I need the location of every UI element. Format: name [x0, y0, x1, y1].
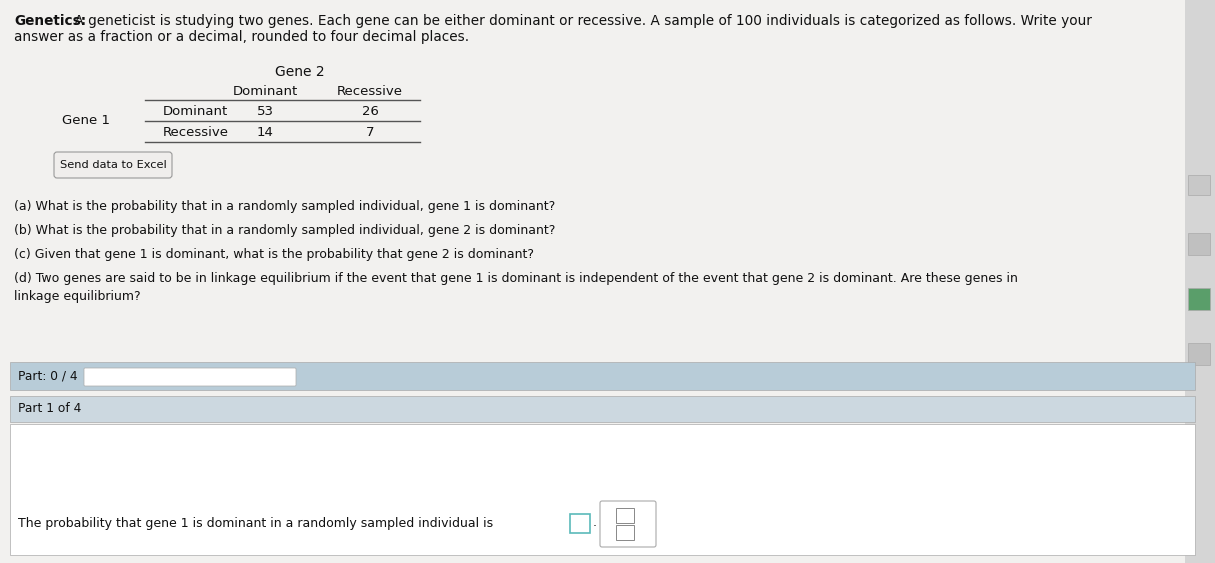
Bar: [1188, 288, 1210, 310]
Text: (d) Two genes are said to be in linkage equilibrium if the event that gene 1 is : (d) Two genes are said to be in linkage …: [15, 272, 1018, 285]
Bar: [1188, 233, 1210, 255]
Text: (b) What is the probability that in a randomly sampled individual, gene 2 is dom: (b) What is the probability that in a ra…: [15, 224, 555, 237]
Text: 7: 7: [366, 126, 374, 139]
Bar: [10, 362, 1196, 390]
Text: answer as a fraction or a decimal, rounded to four decimal places.: answer as a fraction or a decimal, round…: [15, 30, 469, 44]
Text: Genetics:: Genetics:: [15, 14, 86, 28]
Text: .: .: [593, 516, 597, 529]
Text: (c) Given that gene 1 is dominant, what is the probability that gene 2 is domina: (c) Given that gene 1 is dominant, what …: [15, 248, 535, 261]
Text: Recessive: Recessive: [337, 85, 403, 98]
Text: Dominant: Dominant: [232, 85, 298, 98]
FancyBboxPatch shape: [53, 152, 173, 178]
Text: 26: 26: [362, 105, 378, 118]
Text: Gene 1: Gene 1: [62, 114, 111, 127]
Text: Recessive: Recessive: [163, 126, 228, 139]
Text: 53: 53: [256, 105, 273, 118]
Bar: [10, 396, 1196, 422]
Bar: [10, 424, 1196, 555]
Text: (a) What is the probability that in a randomly sampled individual, gene 1 is dom: (a) What is the probability that in a ra…: [15, 200, 555, 213]
Bar: [616, 525, 634, 540]
Bar: [1188, 343, 1210, 365]
Bar: [1188, 175, 1210, 195]
FancyBboxPatch shape: [84, 368, 296, 386]
Text: Send data to Excel: Send data to Excel: [60, 160, 166, 170]
Bar: [616, 508, 634, 523]
Text: A geneticist is studying two genes. Each gene can be either dominant or recessiv: A geneticist is studying two genes. Each…: [70, 14, 1092, 28]
Text: Dominant: Dominant: [163, 105, 228, 118]
Text: linkage equilibrium?: linkage equilibrium?: [15, 290, 141, 303]
FancyBboxPatch shape: [600, 501, 656, 547]
Text: The probability that gene 1 is dominant in a randomly sampled individual is: The probability that gene 1 is dominant …: [18, 516, 493, 529]
Text: Part 1 of 4: Part 1 of 4: [18, 403, 81, 415]
Text: Gene 2: Gene 2: [275, 65, 324, 79]
Bar: [570, 514, 590, 533]
Bar: [1185, 0, 1215, 563]
Text: 14: 14: [256, 126, 273, 139]
Text: Part: 0 / 4: Part: 0 / 4: [18, 369, 78, 382]
